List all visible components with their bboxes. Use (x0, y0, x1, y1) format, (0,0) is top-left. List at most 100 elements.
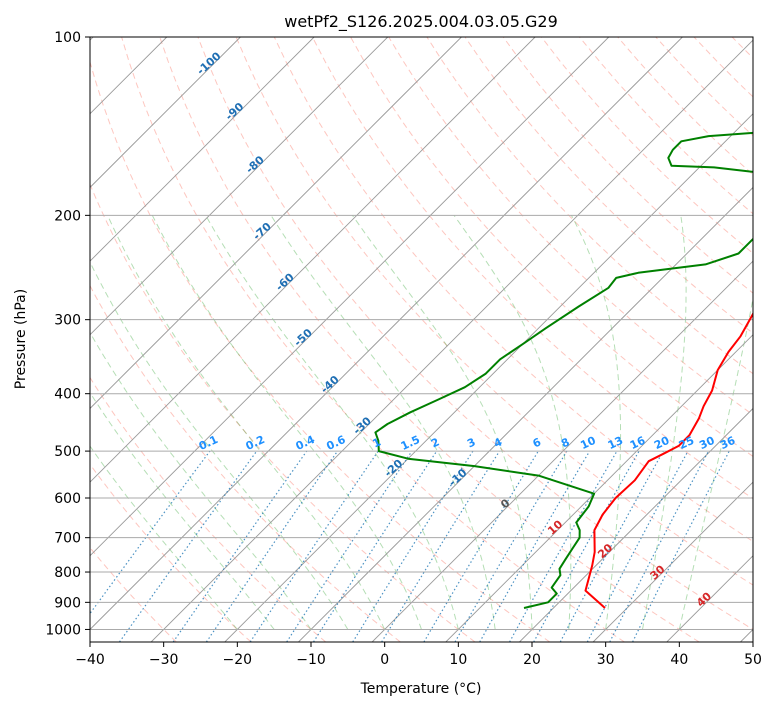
isotherm-line (90, 37, 683, 631)
y-tick-label: 800 (54, 565, 81, 581)
x-tick-label: 10 (449, 652, 467, 668)
isotherm-line (90, 37, 462, 410)
mixing-ratio-line (632, 450, 730, 642)
x-tick-label: 20 (523, 652, 541, 668)
mixing-ratio-label: 16 (628, 434, 648, 452)
mixing-ratio-line (249, 450, 379, 642)
dry-adiabat-line (159, 37, 700, 642)
mixing-ratio-label: 8 (559, 435, 571, 450)
x-tick-label: 40 (670, 652, 688, 668)
isotherm-line (666, 555, 753, 642)
pressure-gridlines (90, 36, 753, 630)
dry-adiabat-line (90, 182, 476, 642)
mixing-ratio-label: 6 (531, 435, 544, 450)
mixing-ratio-line (559, 450, 664, 642)
isotherm-line (90, 37, 315, 262)
dry-adiabat-line (388, 37, 753, 416)
isotherm-label: -90 (223, 100, 247, 123)
background-lines (90, 37, 775, 642)
mixing-ratio-label: 0.6 (324, 433, 347, 453)
mixing-ratio-line (509, 450, 618, 642)
mixing-ratio-line (286, 450, 413, 642)
dry-adiabat-line (502, 37, 753, 294)
dry-adiabat-line (121, 37, 625, 642)
isotherm-label: -100 (194, 49, 223, 77)
isotherm-line (224, 113, 753, 642)
dry-adiabat-line (311, 37, 753, 500)
mixing-ratio-label: 1.5 (399, 433, 422, 453)
mixing-ratio-line (172, 450, 308, 642)
dry-adiabat-line (541, 37, 753, 254)
isotherm-label: -70 (250, 220, 274, 243)
isotherm-label: 40 (694, 590, 714, 610)
chart-title: wetPf2_S126.2025.004.03.05.G29 (284, 12, 558, 32)
y-tick-label: 100 (54, 30, 81, 46)
isotherm-line (90, 37, 610, 557)
x-tick-label: −20 (223, 652, 253, 668)
dry-adiabat-line (235, 37, 753, 586)
dry-adiabat-line (90, 463, 252, 642)
y-tick-label: 300 (54, 313, 81, 329)
y-axis-ticks: 100 200 300 400 500 600 700 800 900 1000 (45, 30, 90, 638)
x-axis-ticks: −40 −30 −20 −10 0 10 20 30 40 50 (75, 642, 762, 668)
isotherm-label: -50 (291, 326, 315, 349)
dry-adiabat-line (90, 60, 551, 642)
y-tick-label: 700 (54, 531, 81, 547)
dry-adiabat-line (770, 37, 775, 642)
series-line-1 (374, 131, 753, 609)
isotherm-line (298, 186, 753, 642)
isotherm-line (740, 628, 753, 642)
y-tick-label: 400 (54, 387, 81, 403)
mixing-ratio-label: 25 (677, 434, 696, 452)
mixing-ratio-label: 3 (465, 435, 477, 450)
mixing-ratio-line (119, 450, 258, 642)
moist-adiabat-line (90, 260, 349, 630)
moist-adiabat-line (642, 215, 687, 630)
isotherm-label: 10 (545, 517, 565, 537)
mixing-ratio-label: 1 (371, 435, 383, 450)
dry-adiabat-line (350, 37, 753, 458)
x-tick-label: −10 (296, 652, 326, 668)
x-tick-label: 30 (597, 652, 615, 668)
isotherm-label: 30 (648, 562, 668, 582)
series-layer (374, 131, 753, 609)
isotherm-line (150, 39, 753, 642)
dry-adiabat-line (617, 37, 753, 176)
mixing-ratio-line (381, 450, 501, 642)
moist-adiabat-line (90, 445, 238, 630)
y-tick-label: 600 (54, 491, 81, 507)
dry-adiabat-line (693, 37, 753, 98)
mixing-ratio-label: 20 (652, 434, 672, 452)
y-tick-label: 500 (54, 444, 81, 460)
mixing-ratio-line (90, 450, 211, 615)
moist-adiabat-line (90, 331, 312, 630)
moist-adiabat-line (107, 215, 386, 630)
isotherm-label: -60 (273, 270, 297, 293)
isotherm-line (592, 481, 753, 642)
dry-adiabat-line (273, 37, 753, 543)
mixing-ratio-label: 13 (606, 434, 625, 452)
mixing-ratio-line (205, 450, 338, 642)
mixing-ratio-label: 0.2 (244, 433, 267, 453)
isotherm-line (445, 334, 753, 642)
mixing-ratio-label: 30 (697, 434, 717, 452)
x-tick-label: −30 (149, 652, 179, 668)
y-tick-label: 200 (54, 208, 81, 224)
isotherm-label: 20 (595, 541, 615, 561)
dry-adiabat-line (655, 37, 753, 137)
isotherm-label: -10 (446, 466, 470, 489)
y-axis-label: Pressure (hPa) (13, 289, 29, 389)
isotherm-line (90, 37, 241, 189)
isotherm-label: -30 (351, 414, 375, 437)
isotherm-label: -80 (243, 153, 267, 176)
mixing-ratio-line (533, 450, 640, 642)
isotherm-line (371, 260, 753, 642)
plot-frame (89, 36, 754, 643)
y-tick-label: 1000 (45, 622, 81, 638)
mixing-ratio-line (312, 450, 438, 642)
y-tick-label: 900 (54, 595, 81, 611)
dry-adiabat-line (90, 376, 327, 642)
mixing-ratio-label: 10 (578, 434, 598, 452)
isotherm-line (90, 37, 536, 483)
